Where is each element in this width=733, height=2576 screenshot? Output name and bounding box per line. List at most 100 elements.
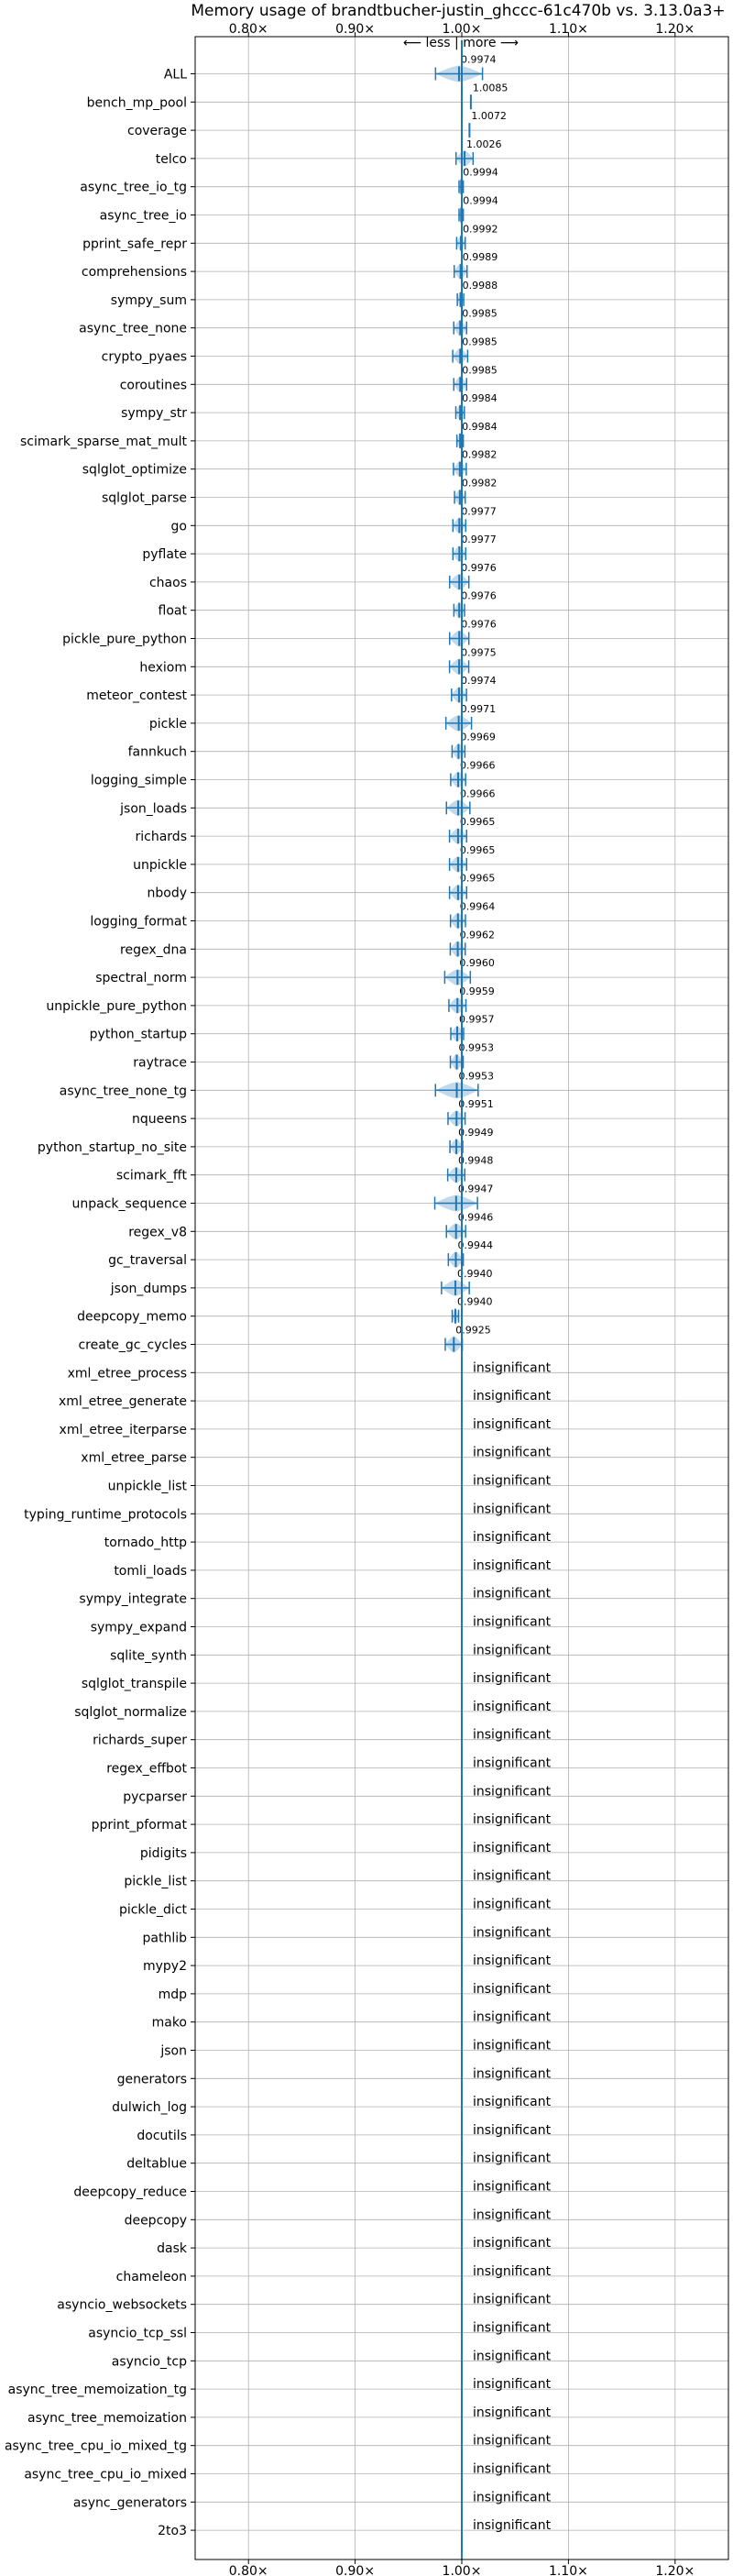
benchmark-name: dulwich_log — [112, 2100, 187, 2115]
benchmark-name: pickle_list — [124, 1875, 187, 1889]
benchmark-row: comprehensions 0.9989 — [82, 251, 728, 281]
insignificant-label: insignificant — [473, 2377, 552, 2392]
benchmark-name: async_tree_none_tg — [60, 1084, 187, 1098]
insignificant-label: insignificant — [473, 2293, 552, 2307]
benchmark-row: sqlglot_transpile insignificant — [82, 1671, 728, 1691]
benchmark-row: sympy_sum 0.9988 — [111, 280, 728, 308]
benchmark-name: sqlglot_parse — [102, 491, 187, 506]
benchmark-row: create_gc_cycles 0.9925 — [78, 1325, 728, 1353]
x-tick-label-top: 1.00× — [443, 22, 482, 37]
benchmark-row: coverage 1.0072 — [127, 110, 728, 138]
mean-value-label: 0.9964 — [460, 901, 495, 913]
benchmark-name: json_dumps — [110, 1282, 187, 1296]
benchmark-row: async_tree_io_tg 0.9994 — [80, 167, 728, 195]
insignificant-label: insignificant — [473, 2207, 552, 2222]
benchmark-name: hexiom — [139, 660, 187, 675]
benchmark-name: logging_simple — [91, 774, 187, 788]
benchmark-row: asyncio_tcp_ssl insignificant — [88, 2321, 728, 2341]
x-tick-label-top: 0.80× — [229, 22, 268, 37]
mean-value-label: 0.9976 — [461, 619, 497, 631]
insignificant-label: insignificant — [473, 1360, 552, 1375]
benchmark-name: sqlglot_normalize — [74, 1705, 187, 1720]
benchmark-name: chaos — [149, 576, 187, 590]
benchmark-row: pprint_safe_repr 0.9992 — [82, 223, 728, 252]
benchmark-row: regex_effbot insignificant — [106, 1756, 728, 1777]
insignificant-label: insignificant — [473, 1756, 552, 1771]
mean-value-label: 0.9966 — [460, 760, 495, 772]
benchmark-name: richards — [136, 830, 188, 844]
benchmark-row: async_generators insignificant — [73, 2490, 728, 2510]
insignificant-label: insignificant — [473, 1728, 552, 1743]
benchmark-row: pidigits insignificant — [140, 1841, 728, 1861]
benchmark-row: sympy_str 0.9984 — [121, 392, 728, 422]
benchmark-name: raytrace — [133, 1056, 187, 1071]
benchmark-row: deepcopy_reduce insignificant — [73, 2180, 728, 2200]
benchmark-name: docutils — [137, 2129, 187, 2143]
insignificant-label: insignificant — [473, 1615, 552, 1630]
benchmark-rows: ALL 0.9974 bench_mp_pool 1.0085 coverage 1.00… — [5, 54, 728, 2538]
benchmark-row: nbody 0.9965 — [148, 873, 728, 901]
insignificant-label: insignificant — [473, 1812, 552, 1827]
mean-value-label: 0.9985 — [462, 336, 498, 348]
benchmark-name: nbody — [148, 886, 188, 901]
benchmark-row: pickle 0.9971 — [149, 703, 728, 732]
mean-value-label: 0.9975 — [461, 646, 496, 658]
mean-value-label: 0.9974 — [461, 54, 497, 66]
benchmark-name: xml_etree_parse — [81, 1451, 187, 1466]
benchmark-row: mdp insignificant — [159, 1982, 728, 2002]
benchmark-name: json_loads — [119, 801, 187, 816]
insignificant-label: insignificant — [473, 1671, 552, 1686]
insignificant-label: insignificant — [473, 1869, 552, 1884]
benchmark-row: raytrace 0.9953 — [133, 1042, 728, 1071]
insignificant-label: insignificant — [473, 2518, 552, 2533]
benchmark-name: sympy_integrate — [79, 1592, 187, 1607]
mean-value-label: 0.9960 — [459, 957, 495, 969]
benchmark-name: crypto_pyaes — [102, 350, 187, 365]
benchmark-name: dask — [157, 2241, 188, 2256]
benchmark-name: create_gc_cycles — [78, 1338, 187, 1353]
benchmark-row: generators insignificant — [117, 2066, 728, 2086]
insignificant-label: insignificant — [473, 2349, 552, 2363]
mean-value-label: 0.9988 — [463, 280, 498, 292]
x-tick-label-top: 1.10× — [549, 22, 588, 37]
benchmark-name: pickle_pure_python — [62, 633, 187, 647]
insignificant-label: insignificant — [473, 2066, 552, 2081]
benchmark-name: generators — [117, 2072, 187, 2086]
mean-value-label: 0.9984 — [462, 421, 497, 433]
benchmark-name: deepcopy_memo — [77, 1310, 187, 1325]
benchmark-name: mako — [152, 2016, 187, 2031]
benchmark-name: mdp — [159, 1987, 188, 2002]
benchmark-row: float 0.9976 — [159, 590, 728, 619]
benchmark-row: deepcopy_memo 0.9940 — [77, 1296, 728, 1325]
plot-frame — [194, 36, 729, 2560]
mean-value-label: 0.9976 — [461, 590, 497, 602]
insignificant-label: insignificant — [473, 1417, 552, 1432]
x-tick-label-bottom: 1.10× — [549, 2564, 588, 2576]
benchmark-row: deepcopy insignificant — [125, 2207, 728, 2228]
x-tick-label-bottom: 1.20× — [655, 2564, 695, 2576]
insignificant-label: insignificant — [473, 1558, 552, 1573]
benchmark-row: async_tree_cpu_io_mixed_tg insignificant — [5, 2434, 728, 2454]
mean-value-label: 0.9947 — [458, 1183, 494, 1195]
benchmark-row: tornado_http insignificant — [104, 1530, 728, 1550]
benchmark-name: sqlite_synth — [110, 1648, 187, 1663]
benchmark-row: unpack_sequence 0.9947 — [72, 1183, 728, 1212]
insignificant-label: insignificant — [473, 2152, 552, 2166]
mean-value-label: 0.9985 — [462, 364, 498, 376]
benchmark-row: python_startup 0.9957 — [90, 1014, 728, 1042]
benchmark-name: async_tree_memoization — [27, 2411, 187, 2426]
mean-value-label: 0.9994 — [463, 167, 498, 179]
benchmark-row: scimark_fft 0.9948 — [116, 1155, 728, 1183]
insignificant-label: insignificant — [473, 2236, 552, 2251]
benchmark-row: fannkuch 0.9969 — [128, 732, 728, 760]
benchmark-row: async_tree_none 0.9985 — [79, 308, 728, 336]
insignificant-label: insignificant — [473, 2462, 552, 2477]
benchmark-name: pickle_dict — [119, 1903, 188, 1918]
benchmark-row: ALL 0.9974 — [164, 54, 728, 83]
benchmark-row: sympy_integrate insignificant — [79, 1587, 728, 1607]
benchmark-row: unpickle_list insignificant — [108, 1474, 728, 1494]
insignificant-label: insignificant — [473, 2321, 552, 2336]
benchmark-name: comprehensions — [82, 265, 187, 280]
benchmark-row: json_dumps 0.9940 — [110, 1268, 728, 1296]
insignificant-label: insignificant — [473, 1925, 552, 1940]
